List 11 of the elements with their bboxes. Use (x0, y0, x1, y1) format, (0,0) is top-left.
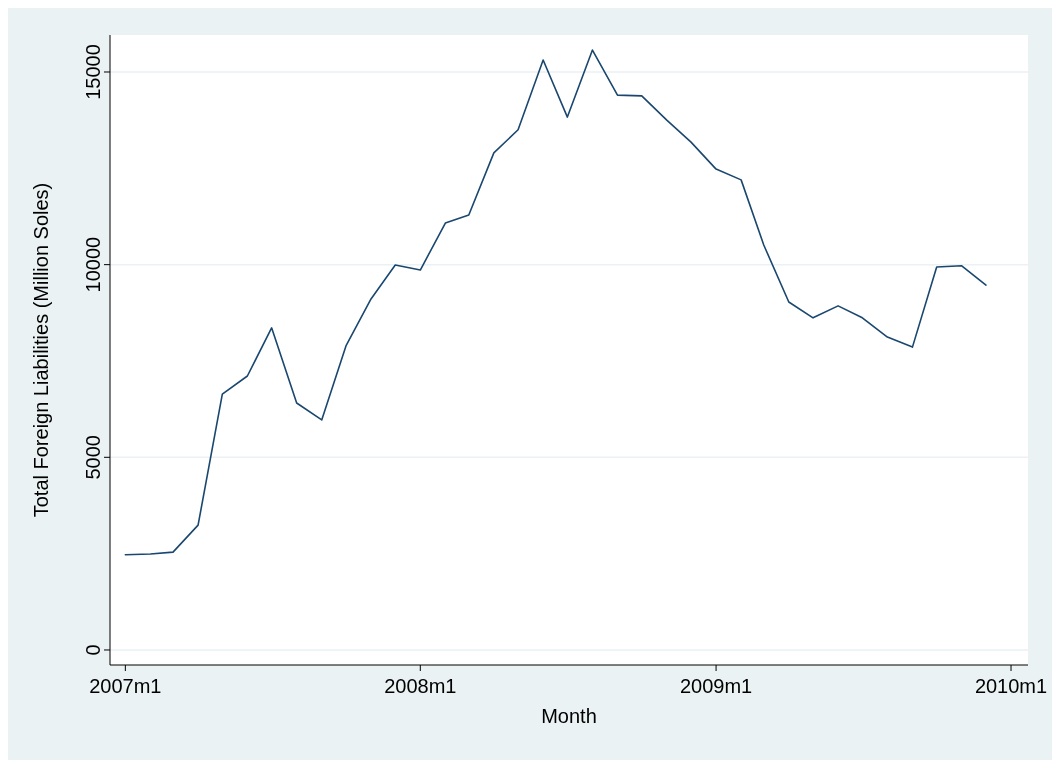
y-tick-label: 15000 (82, 44, 104, 100)
x-tick-label: 2010m1 (974, 675, 1048, 697)
x-tick-label: 2009m1 (679, 675, 753, 697)
y-tick-label: 10000 (82, 236, 104, 293)
y-tick-label: 0 (82, 644, 104, 656)
x-tick-label: 2008m1 (384, 675, 457, 697)
line-series (124, 49, 987, 556)
x-tick-label: 2007m1 (89, 675, 162, 697)
x-axis-title: Month (541, 705, 597, 727)
y-tick-label: 5000 (82, 435, 104, 480)
y-axis-title: Total Foreign Liabilities (Million Soles) (30, 182, 52, 518)
